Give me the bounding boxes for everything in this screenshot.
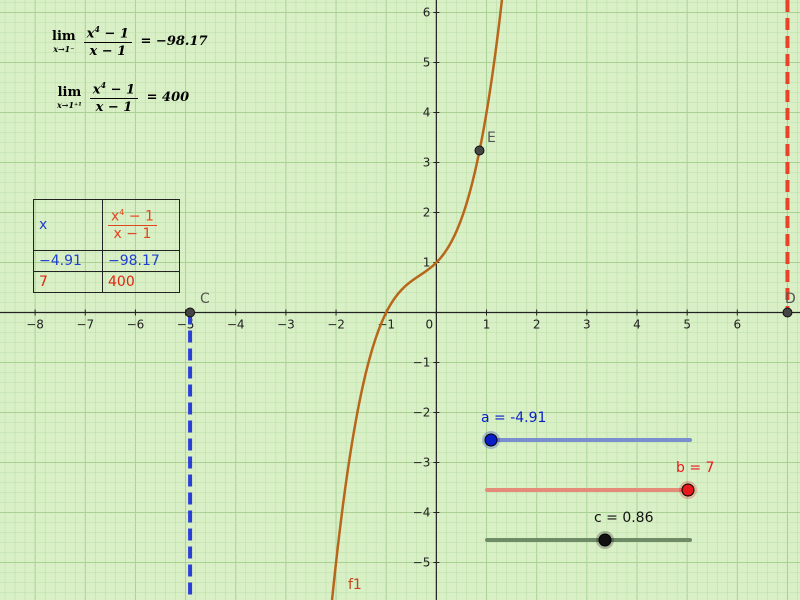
function-curve[interactable] xyxy=(330,0,507,600)
x-tick-label: 4 xyxy=(633,318,641,332)
header-num-base: x xyxy=(111,208,120,225)
num-base: x xyxy=(86,26,95,42)
lim-operator: lim x→1⁺¹ xyxy=(57,85,82,110)
point-label-d: D xyxy=(785,291,796,307)
slider-c-label: c = 0.86 xyxy=(594,510,654,526)
x-tick-label: −6 xyxy=(127,318,145,332)
table-header-row: x x4 − 1 x − 1 xyxy=(33,199,180,251)
slider-c-handle[interactable] xyxy=(598,533,612,547)
lim-subscript: x→1⁺¹ xyxy=(57,100,82,111)
x-tick-label: 1 xyxy=(483,318,491,332)
fraction-numerator: x4 − 1 xyxy=(89,80,139,100)
slider-b-handle[interactable] xyxy=(681,483,695,497)
limit-fraction: x4 − 1 x − 1 xyxy=(83,24,132,60)
y-tick-label: 6 xyxy=(423,6,431,20)
lim-subscript: x→1⁻ xyxy=(53,44,75,55)
num-rest: − 1 xyxy=(99,26,129,42)
cell-fx-text: −98.17 xyxy=(108,253,160,269)
header-x-text: x xyxy=(39,217,48,233)
y-tick-label: −3 xyxy=(413,456,431,470)
y-tick-label: 2 xyxy=(423,206,431,220)
cell-x-text: 7 xyxy=(39,274,48,290)
y-tick-label: 1 xyxy=(423,256,431,270)
num-exponent: 4 xyxy=(100,80,107,90)
header-numerator: x4 − 1 xyxy=(108,208,157,226)
limit-value: = 400 xyxy=(142,90,190,106)
fraction-denominator: x − 1 xyxy=(95,100,133,116)
x-tick-label: 2 xyxy=(533,318,541,332)
num-exponent: 4 xyxy=(94,24,100,34)
table-header-x: x xyxy=(33,199,103,251)
y-tick-label: −4 xyxy=(413,506,431,520)
x-tick-label: −3 xyxy=(277,318,295,332)
header-num-exponent: 4 xyxy=(119,208,125,218)
cell-x-text: −4.91 xyxy=(39,253,82,269)
num-base: x xyxy=(92,82,101,98)
fraction-denominator: x − 1 xyxy=(89,44,127,60)
table-cell-fx[interactable]: −98.17 xyxy=(102,250,180,272)
header-num-rest: − 1 xyxy=(124,208,154,225)
table-row: −4.91 −98.17 xyxy=(33,250,180,272)
table-cell-fx[interactable]: 400 xyxy=(102,271,180,293)
x-tick-label: 3 xyxy=(583,318,591,332)
limit-formula-left: lim x→1⁻ x4 − 1 x − 1 = −98.17 xyxy=(52,24,208,59)
header-denominator: x − 1 xyxy=(113,225,152,242)
lim-operator: lim x→1⁻ xyxy=(52,29,76,54)
point-d[interactable] xyxy=(782,307,793,318)
slider-a-label: a = -4.91 xyxy=(481,410,547,426)
header-fraction: x4 − 1 x − 1 xyxy=(108,208,157,242)
x-tick-label: 0 xyxy=(426,318,434,332)
x-tick-label: 5 xyxy=(683,318,691,332)
num-rest: − 1 xyxy=(106,82,136,98)
point-e[interactable] xyxy=(474,145,485,156)
x-tick-label: −2 xyxy=(327,318,345,332)
lim-word: lim xyxy=(52,29,76,45)
y-tick-label: −2 xyxy=(413,406,431,420)
lim-word: lim xyxy=(57,85,82,101)
limit-fraction: x4 − 1 x − 1 xyxy=(89,80,139,116)
point-label-c: C xyxy=(200,291,210,307)
values-table: x x4 − 1 x − 1 −4.91 −98.17 7 400 xyxy=(33,199,180,293)
table-cell-x[interactable]: 7 xyxy=(33,271,103,293)
y-tick-label: 4 xyxy=(423,106,431,120)
cell-fx-text: 400 xyxy=(108,274,135,290)
x-tick-label: −8 xyxy=(26,318,44,332)
y-tick-label: 3 xyxy=(423,156,431,170)
y-tick-label: −1 xyxy=(413,356,431,370)
table-header-fx: x4 − 1 x − 1 xyxy=(102,199,180,251)
x-tick-label: 6 xyxy=(733,318,741,332)
table-cell-x[interactable]: −4.91 xyxy=(33,250,103,272)
limit-value: = −98.17 xyxy=(135,34,208,50)
curve-label-f1: f1 xyxy=(348,577,362,593)
point-c[interactable] xyxy=(185,307,196,318)
table-row: 7 400 xyxy=(33,271,180,293)
point-label-e: E xyxy=(487,130,496,146)
fraction-numerator: x4 − 1 xyxy=(83,24,132,44)
x-tick-label: −7 xyxy=(76,318,94,332)
y-tick-label: 5 xyxy=(423,56,431,70)
slider-a-handle[interactable] xyxy=(484,433,498,447)
y-tick-label: −5 xyxy=(413,556,431,570)
x-tick-label: −4 xyxy=(227,318,245,332)
slider-b-label: b = 7 xyxy=(676,460,715,476)
limit-formula-right: lim x→1⁺¹ x4 − 1 x − 1 = 400 xyxy=(57,80,189,115)
